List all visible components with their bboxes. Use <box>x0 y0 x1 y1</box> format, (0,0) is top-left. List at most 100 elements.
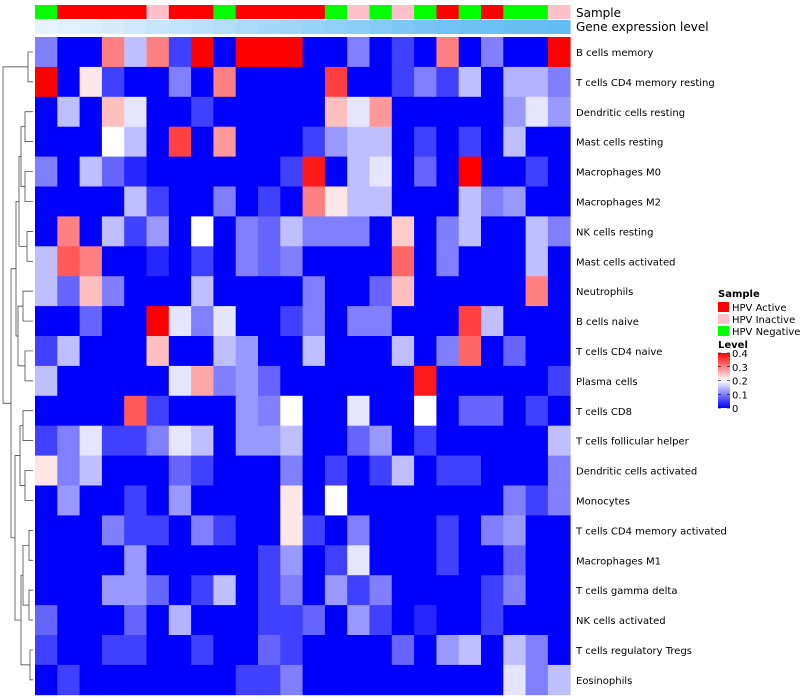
heatmap-cell <box>324 365 348 397</box>
heatmap-cell <box>258 605 281 636</box>
heatmap-cell <box>280 605 303 636</box>
heatmap-cell <box>436 186 460 217</box>
heatmap-cell <box>391 336 415 367</box>
heatmap-cell <box>258 664 281 696</box>
heatmap-cell <box>79 635 103 666</box>
heatmap-cell <box>369 605 393 636</box>
sample-annotation-cell <box>302 5 326 19</box>
heatmap-cell <box>35 545 58 576</box>
heatmap-cell <box>35 336 58 367</box>
heatmap-cell <box>258 365 281 397</box>
heatmap-cell <box>302 156 326 187</box>
heatmap-cell <box>258 246 281 277</box>
heatmap-cell <box>235 395 259 427</box>
heatmap-cell <box>324 66 348 98</box>
heatmap-cell <box>525 186 549 217</box>
heatmap-cell <box>347 246 370 277</box>
heatmap-cell <box>324 545 348 576</box>
gene-annotation-cell <box>302 20 326 34</box>
heatmap-cell <box>391 395 415 427</box>
heatmap-cell <box>503 575 526 606</box>
heatmap-cell <box>35 246 58 277</box>
heatmap-cell <box>436 455 460 486</box>
gene-annotation-cell <box>101 20 125 34</box>
heatmap-cell <box>146 66 170 98</box>
heatmap-cell <box>503 635 526 666</box>
heatmap-cell <box>391 455 415 486</box>
heatmap-cell <box>324 246 348 277</box>
heatmap-cell <box>525 246 549 277</box>
heatmap-cell <box>124 156 147 187</box>
heatmap-cell <box>302 66 326 98</box>
heatmap-cell <box>436 485 460 516</box>
heatmap-cell <box>525 156 549 187</box>
heatmap-cell <box>146 635 170 666</box>
heatmap-cell <box>347 425 370 456</box>
legend-level-ticks: 0.4 0.3 0.2 0.1 0 <box>718 349 748 415</box>
heatmap-cell <box>213 575 237 606</box>
heatmap-cell <box>101 186 125 217</box>
heatmap-cell <box>146 664 170 696</box>
heatmap-cell <box>146 246 170 277</box>
heatmap-cell <box>458 156 482 187</box>
heatmap-cell <box>213 425 237 456</box>
legend-sample-label: HPV Negative <box>732 327 800 338</box>
heatmap-cell <box>35 395 58 427</box>
heatmap-cell <box>369 96 393 128</box>
row-label: Macrophages M0 <box>576 168 661 179</box>
sample-annotation-cell <box>525 5 549 19</box>
heatmap-cell <box>458 37 482 68</box>
heatmap-cell <box>458 455 482 486</box>
heatmap-cell <box>258 635 281 666</box>
heatmap-cell <box>503 276 526 307</box>
gene-annotation-cell <box>481 20 504 34</box>
heatmap-cell <box>414 425 437 456</box>
heatmap-cell <box>324 515 348 546</box>
heatmap-cell <box>191 485 214 516</box>
heatmap-cell <box>458 186 482 217</box>
heatmap-cell <box>146 126 170 157</box>
heatmap-cell <box>35 276 58 307</box>
heatmap-cell <box>35 635 58 666</box>
heatmap-cell <box>213 216 237 247</box>
heatmap-cell <box>436 336 460 367</box>
legend-level-title: Level <box>718 340 748 351</box>
heatmap-cell <box>481 186 504 217</box>
heatmap-cell <box>57 336 80 367</box>
heatmap-cell <box>235 66 259 98</box>
heatmap-cell <box>213 306 237 337</box>
legend-level-tick-label: 0.1 <box>732 390 748 401</box>
heatmap-cell <box>525 575 549 606</box>
heatmap-cell <box>347 365 370 397</box>
heatmap-cell <box>124 485 147 516</box>
heatmap-cell <box>458 365 482 397</box>
heatmap-cell <box>324 96 348 128</box>
heatmap-cell <box>436 66 460 98</box>
sample-annotation-cell <box>503 5 526 19</box>
heatmap-cell <box>525 276 549 307</box>
heatmap-cell <box>481 156 504 187</box>
heatmap-cell <box>57 216 80 247</box>
heatmap-cell <box>347 37 370 68</box>
gene-expression-annotation-bar <box>35 20 571 34</box>
heatmap-cell <box>101 575 125 606</box>
heatmap-cell <box>369 246 393 277</box>
heatmap-cell <box>168 156 192 187</box>
heatmap-cell <box>280 216 303 247</box>
dendrogram-branch <box>24 350 33 382</box>
heatmap-cell <box>35 156 58 187</box>
row-label: B cells memory <box>576 48 653 59</box>
heatmap-cell <box>369 216 393 247</box>
heatmap-cell <box>458 126 482 157</box>
heatmap-cell <box>547 455 571 486</box>
heatmap-cell <box>347 96 370 128</box>
gene-annotation-title: Gene expression level <box>576 20 709 34</box>
heatmap-cell <box>79 276 103 307</box>
row-label: NK cells activated <box>576 616 666 627</box>
heatmap-cell <box>146 216 170 247</box>
heatmap-cell <box>547 66 571 98</box>
heatmap-cell <box>124 96 147 128</box>
heatmap-cell <box>57 365 80 397</box>
heatmap-cell <box>503 515 526 546</box>
heatmap-cell <box>35 126 58 157</box>
